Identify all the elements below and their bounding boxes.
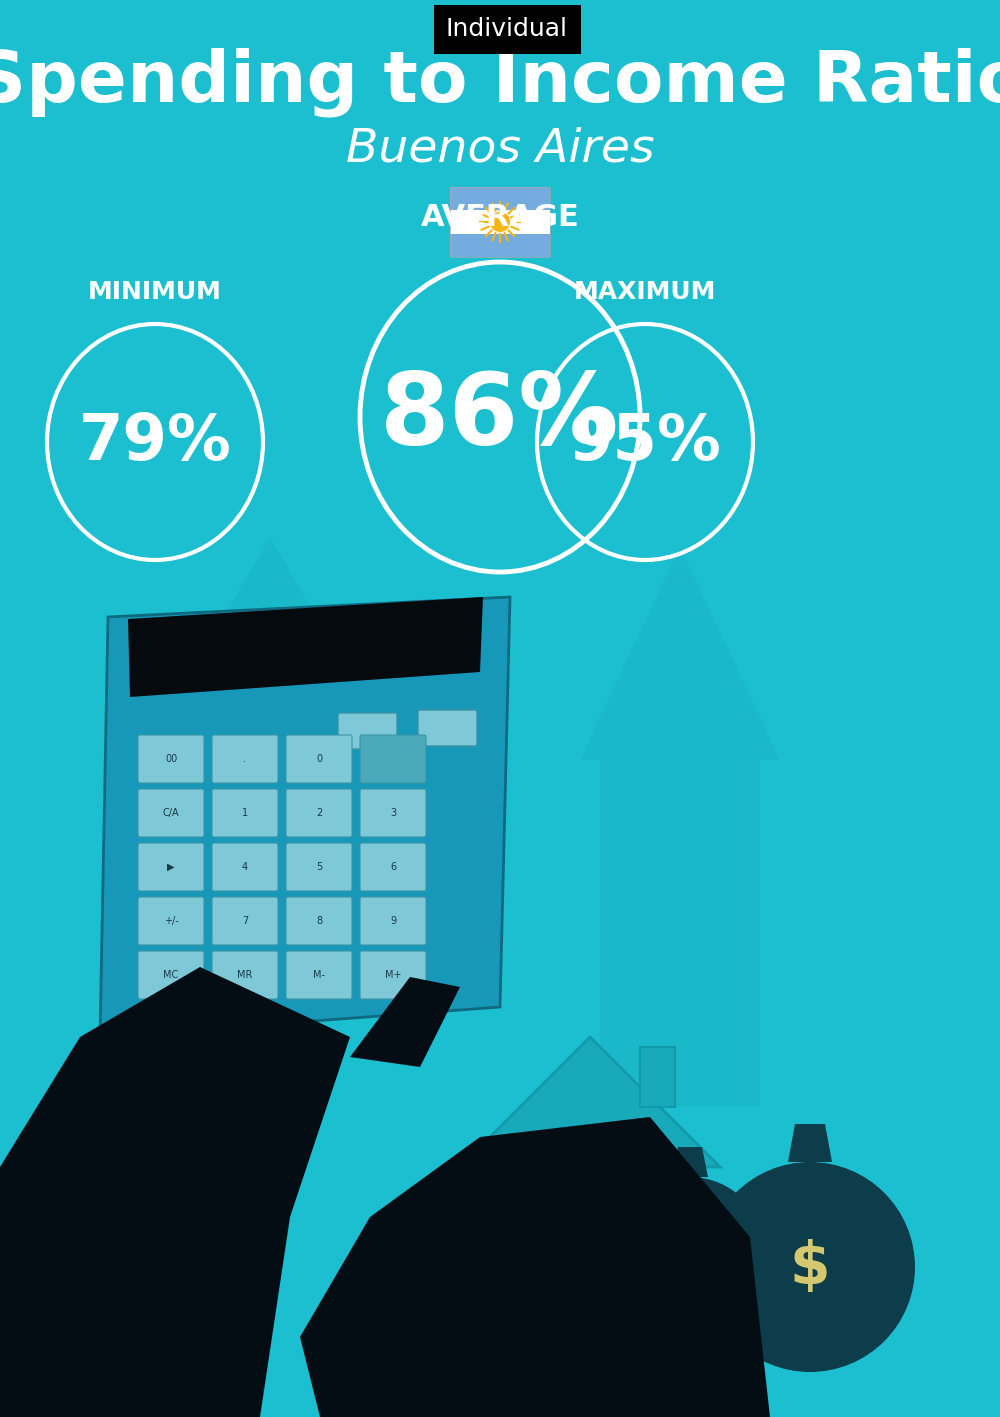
Polygon shape [672, 1146, 708, 1178]
Bar [519, 1333, 639, 1352]
Bar [625, 1212, 680, 1267]
Text: 79%: 79% [79, 411, 231, 473]
FancyBboxPatch shape [418, 710, 477, 745]
Text: 86%: 86% [380, 368, 620, 466]
Bar [450, 187, 550, 256]
Polygon shape [300, 1117, 770, 1417]
Bar [513, 1343, 633, 1362]
Text: $: $ [790, 1238, 830, 1295]
Circle shape [615, 1178, 765, 1326]
Bar [522, 1329, 642, 1348]
Text: +/-: +/- [164, 915, 178, 925]
Text: ▶: ▶ [167, 862, 175, 871]
FancyBboxPatch shape [360, 951, 426, 999]
Text: .: . [244, 754, 246, 764]
FancyBboxPatch shape [286, 789, 352, 837]
Text: Spending to Income Ratio: Spending to Income Ratio [0, 47, 1000, 116]
FancyBboxPatch shape [360, 735, 426, 784]
Bar [516, 1339, 636, 1357]
Text: 0: 0 [316, 754, 322, 764]
Text: 95%: 95% [569, 411, 721, 473]
FancyBboxPatch shape [138, 843, 204, 891]
FancyBboxPatch shape [360, 897, 426, 945]
Bar [525, 1323, 645, 1342]
FancyBboxPatch shape [360, 789, 426, 837]
Bar [450, 187, 550, 210]
Text: 7: 7 [242, 915, 248, 925]
Bar [565, 1267, 615, 1367]
Text: Individual: Individual [446, 17, 568, 41]
Ellipse shape [0, 1316, 240, 1408]
FancyBboxPatch shape [286, 951, 352, 999]
Text: 8: 8 [316, 915, 322, 925]
Polygon shape [165, 537, 375, 1017]
Text: 5: 5 [316, 862, 322, 871]
FancyBboxPatch shape [138, 789, 204, 837]
Text: 3: 3 [390, 808, 396, 818]
Text: AVERAGE: AVERAGE [421, 203, 579, 232]
Polygon shape [0, 966, 350, 1417]
FancyBboxPatch shape [286, 897, 352, 945]
Text: MAXIMUM: MAXIMUM [574, 281, 716, 305]
Polygon shape [788, 1124, 832, 1162]
Bar [450, 234, 550, 256]
Polygon shape [350, 976, 460, 1067]
Polygon shape [460, 1037, 720, 1168]
FancyBboxPatch shape [286, 843, 352, 891]
FancyBboxPatch shape [138, 951, 204, 999]
Text: 2: 2 [316, 808, 322, 818]
Circle shape [705, 1162, 915, 1372]
Text: M+: M+ [385, 971, 401, 981]
FancyBboxPatch shape [212, 735, 278, 784]
Text: MINIMUM: MINIMUM [88, 281, 222, 305]
Text: Buenos Aires: Buenos Aires [346, 126, 654, 171]
Bar [450, 210, 550, 234]
Text: $: $ [677, 1236, 703, 1270]
FancyBboxPatch shape [212, 951, 278, 999]
FancyBboxPatch shape [212, 843, 278, 891]
FancyBboxPatch shape [138, 735, 204, 784]
Bar [510, 1349, 630, 1367]
Text: 4: 4 [242, 862, 248, 871]
Polygon shape [128, 597, 483, 697]
Bar [480, 1168, 700, 1367]
Ellipse shape [506, 1316, 734, 1407]
Polygon shape [100, 597, 510, 1037]
Text: 00: 00 [165, 754, 177, 764]
Bar [500, 1212, 555, 1267]
Polygon shape [580, 547, 780, 1107]
FancyBboxPatch shape [212, 789, 278, 837]
Text: C/A: C/A [163, 808, 179, 818]
FancyBboxPatch shape [138, 897, 204, 945]
Text: 9: 9 [390, 915, 396, 925]
Ellipse shape [560, 1359, 620, 1379]
FancyBboxPatch shape [286, 735, 352, 784]
FancyBboxPatch shape [338, 713, 397, 750]
Text: 6: 6 [390, 862, 396, 871]
Circle shape [490, 213, 510, 232]
Bar [640, 1047, 675, 1107]
Text: MR: MR [237, 971, 253, 981]
FancyBboxPatch shape [212, 897, 278, 945]
Text: M-: M- [313, 971, 325, 981]
Text: MC: MC [163, 971, 179, 981]
Text: 1: 1 [242, 808, 248, 818]
FancyBboxPatch shape [360, 843, 426, 891]
